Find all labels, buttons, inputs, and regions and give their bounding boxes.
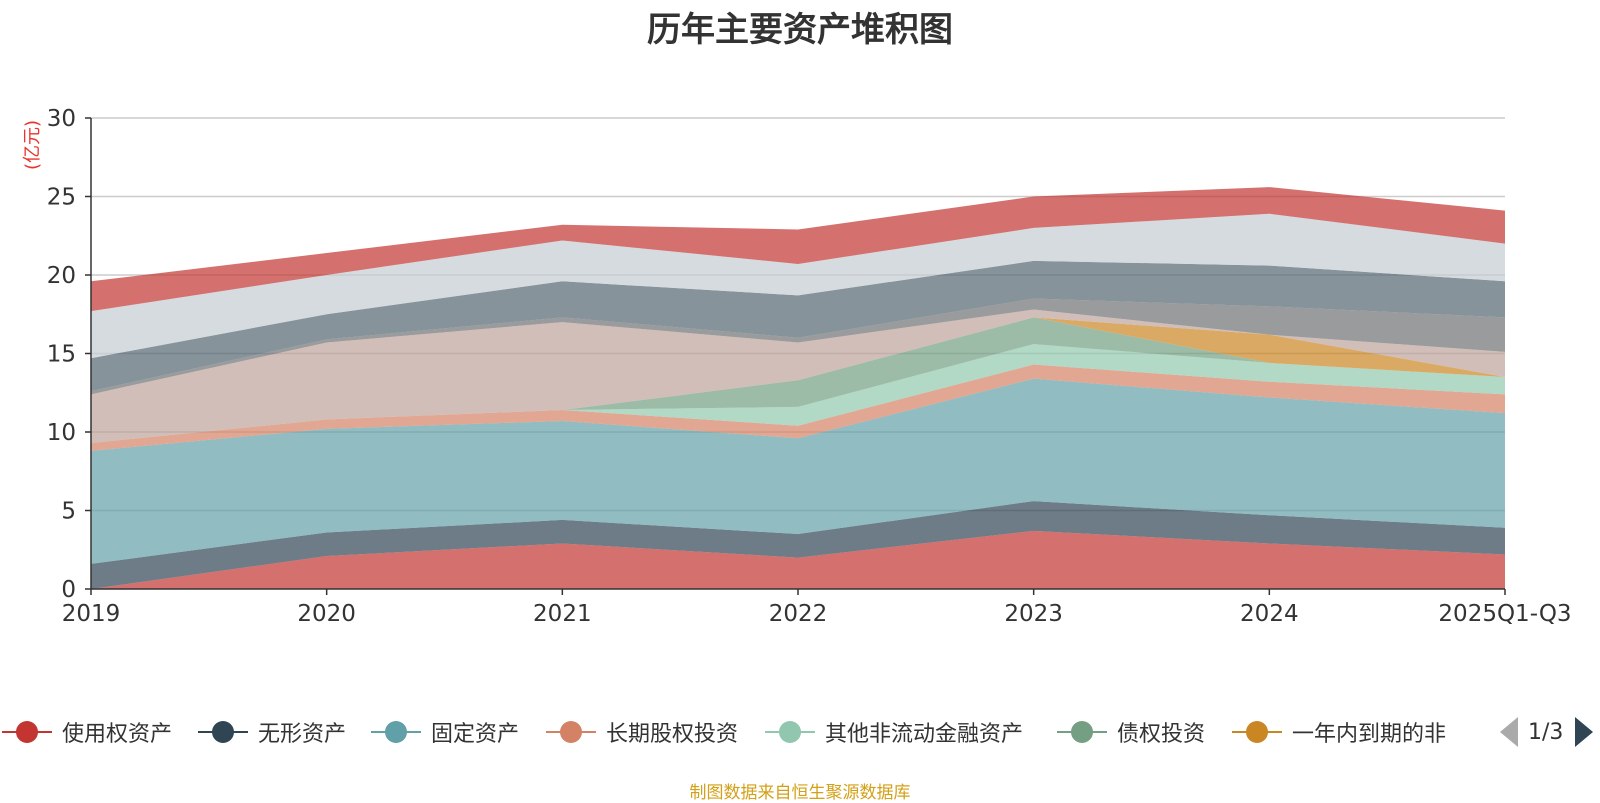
legend-prev-icon[interactable] [1500, 717, 1518, 747]
chart-title: 历年主要资产堆积图 [647, 10, 953, 50]
legend-marker-icon [2, 712, 52, 752]
y-tick-label-1: 5 [61, 499, 76, 525]
legend-marker-icon [1232, 712, 1282, 752]
area-series-10 [91, 213, 1505, 359]
legend-marker-icon [765, 712, 815, 752]
legend-label: 无形资产 [258, 722, 347, 747]
area-series-2 [91, 378, 1505, 564]
area-series-11 [91, 187, 1505, 312]
x-tick-label-6: 2025Q1-Q3 [1438, 601, 1571, 627]
legend-marker-icon [546, 712, 596, 752]
legend-label: 债权投资 [1117, 722, 1206, 747]
x-tick-label-0: 2019 [62, 601, 121, 627]
legend-item-1[interactable]: 无形资产 [198, 712, 346, 752]
legend-marker-icon [1057, 712, 1107, 752]
area-series-0 [91, 530, 1505, 589]
y-tick-label-0: 0 [61, 577, 76, 603]
area-series-3 [91, 364, 1505, 451]
legend-label: 长期股权投资 [606, 722, 739, 747]
x-tick-label-1: 2020 [297, 601, 356, 627]
legend-page-label: 1/3 [1528, 719, 1564, 745]
y-tick-label-4: 20 [47, 263, 76, 289]
legend-item-6[interactable]: 一年内到期的非 [1232, 712, 1446, 752]
y-tick-label-2: 10 [47, 420, 76, 446]
area-series-1 [91, 501, 1505, 589]
x-tick-label-2: 2021 [533, 601, 592, 627]
legend: 1/3 使用权资产 无形资产 固定资产 长期股权投资 其他非流动金融资产 债权投资 一年内到… [0, 712, 1600, 752]
area-series-9 [91, 260, 1505, 392]
legend-pager: 1/3 [1500, 712, 1594, 752]
legend-label: 固定资产 [431, 722, 520, 747]
area-layers [91, 187, 1505, 589]
source-note: 制图数据来自恒生聚源数据库 [689, 783, 911, 803]
area-series-7 [91, 309, 1505, 443]
y-tick-labels: 0 5 10 15 20 25 30 [47, 106, 76, 603]
legend-item-0[interactable]: 使用权资产 [2, 712, 172, 752]
legend-marker-icon [198, 712, 248, 752]
legend-label: 一年内到期的非 [1292, 722, 1447, 747]
axes [85, 117, 1506, 595]
legend-next-icon[interactable] [1575, 717, 1594, 747]
legend-label: 其他非流动金融资产 [825, 722, 1024, 747]
y-tick-label-6: 30 [47, 106, 76, 132]
legend-item-2[interactable]: 固定资产 [371, 712, 519, 752]
legend-item-5[interactable]: 债权投资 [1057, 712, 1205, 752]
x-tick-label-5: 2024 [1240, 601, 1299, 627]
chart-svg: 0 5 10 15 20 25 30 2019 2020 2021 2022 2023 2024 202… [22, 106, 1572, 627]
legend-label: 使用权资产 [62, 722, 173, 747]
x-tick-label-3: 2022 [769, 601, 828, 627]
y-axis-unit: (亿元) [22, 120, 43, 170]
x-tick-label-4: 2023 [1004, 601, 1063, 627]
legend-item-3[interactable]: 长期股权投资 [546, 712, 738, 752]
x-tick-labels: 2019 2020 2021 2022 2023 2024 2025Q1-Q3 [62, 601, 1572, 627]
legend-item-4[interactable]: 其他非流动金融资产 [765, 712, 1023, 752]
legend-marker-icon [371, 712, 421, 752]
y-tick-label-5: 25 [47, 185, 76, 211]
area-series-4 [91, 344, 1505, 443]
y-tick-label-3: 15 [47, 342, 76, 368]
